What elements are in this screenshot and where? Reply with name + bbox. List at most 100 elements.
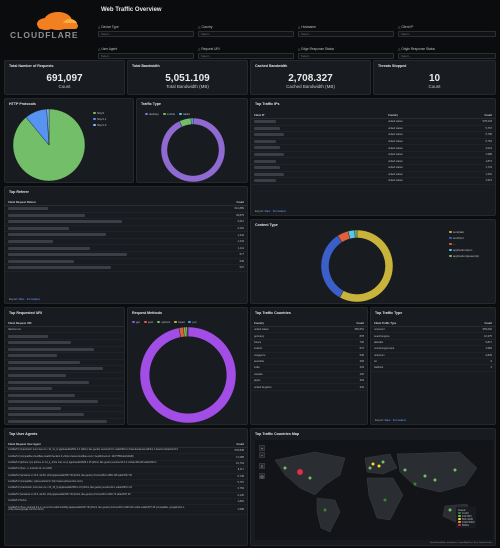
table-row[interactable] [5,418,124,424]
legend-item[interactable]: head [174,320,184,324]
map-marker[interactable] [368,466,372,470]
table-row[interactable]: japan 394 [251,377,367,385]
col-count[interactable]: Count [337,321,367,327]
table-row[interactable]: australia 469 [251,358,367,366]
table-row[interactable] [5,378,124,386]
table-row[interactable] [5,332,124,340]
filter-country-select[interactable]: Select... [198,31,294,37]
table-row[interactable]: badhost 3 [371,364,495,372]
table-row[interactable] [5,372,124,380]
map-marker[interactable] [453,468,457,472]
filter-origin-status-select[interactable]: Select... [398,53,496,59]
map-marker[interactable] [323,508,327,512]
table-row[interactable] [5,339,124,347]
col-user-agent[interactable]: Client Request User Agent [5,442,221,448]
slice-tablet[interactable] [190,117,194,125]
table-row[interactable]: mozilla/5.0 (macintosh; intel mac os x 1… [5,485,247,493]
table-row[interactable]: mozilla/5.0 (linux; u; android 12; sm-t2… [5,466,247,474]
slice-desktop[interactable] [160,117,226,182]
table-row[interactable]: united states 1,731 [251,164,495,172]
table-row[interactable]: mozilla/5.0 (compatible;cloudflare-healt… [5,453,247,461]
table-row[interactable]: united states 1,514 [251,177,495,185]
map-marker[interactable] [433,478,437,482]
legend-item[interactable]: mobile [162,112,175,116]
legend-item[interactable]: tablet [179,112,190,116]
filter-client-ip-select[interactable]: Select... [398,31,496,37]
legend-item[interactable]: http/1.0 [93,123,106,127]
filter-user-agent-select[interactable]: Select... [98,53,194,59]
table-row[interactable]: united states 578,233 [251,118,495,126]
table-row[interactable]: united states 1,989 [251,151,495,159]
legend-item[interactable]: text/html [449,236,479,240]
table-row[interactable]: germany 878 [251,332,367,340]
table-row[interactable]: 2,612 [5,218,247,226]
map-marker[interactable] [308,476,312,480]
table-row[interactable]: mozilla/5.0 (iphone; cpu iphone os 14_4_… [5,460,247,468]
table-row[interactable]: mozilla/5.0 (macintosh; intel mac os x 1… [5,447,247,455]
filter-request-uri-select[interactable]: Select... [198,53,294,59]
layers-icon[interactable]: ≡ [259,463,265,469]
table-row[interactable] [5,359,124,367]
table-row[interactable] [5,411,124,419]
table-row[interactable]: tor 9 [371,358,495,366]
map-marker[interactable] [403,468,407,472]
table-row[interactable]: mozilla/5.0 firefox 1,862 [5,498,247,506]
table-row[interactable] [5,391,124,399]
filter-device-type-select[interactable]: Select... [98,31,194,37]
table-row[interactable]: 1,443 [5,238,247,246]
export-formatted-link[interactable]: Formatted [26,297,40,301]
slice-put[interactable] [187,326,189,337]
col-count[interactable]: Count [465,113,495,119]
table-row[interactable] [5,346,124,354]
col-country[interactable]: Country [385,113,465,119]
table-row[interactable]: canada 426 [251,371,367,379]
col-client-ip[interactable]: Client IP [251,113,385,119]
table-row[interactable]: united states 5,795 [251,131,495,139]
legend-item[interactable]: http/2 [93,111,106,115]
table-row[interactable]: united kingdom 332 [251,383,367,391]
map-marker[interactable] [381,460,385,464]
slice-http-1-0[interactable] [46,108,50,146]
legend-item[interactable]: desktop [145,112,159,116]
table-row[interactable]: /favicon.ico [5,326,124,334]
table-row[interactable]: india 433 [251,364,367,372]
map-marker[interactable] [371,462,375,466]
export-raw-link[interactable]: Raw [264,209,271,213]
table-row[interactable]: united states 1,874 [251,157,495,165]
map-marker[interactable] [423,474,427,478]
export-formatted-link[interactable]: Formatted [392,418,406,422]
table-row[interactable]: monitoringservice 4,984 [371,345,495,353]
table-row[interactable]: united states 682,651 [251,326,367,334]
zoom-out-button[interactable]: − [259,452,265,458]
legend-item[interactable]: -- [449,242,479,246]
table-row[interactable]: france 792 [251,339,367,347]
table-row[interactable]: united states 1,491 [251,171,495,179]
table-row[interactable]: searchengine 10,375 [371,332,495,340]
map-marker[interactable] [297,469,303,475]
export-raw-link[interactable]: Raw [18,297,25,301]
table-row[interactable]: united states 5,763 [251,138,495,146]
table-row[interactable]: ireland 572 [251,345,367,353]
table-row[interactable]: singapore 528 [251,352,367,359]
table-row[interactable]: 1,444 [5,231,247,239]
legend-item[interactable]: text/plain [449,230,479,234]
table-row[interactable]: mozilla/5.0 (linux; android 6.0.1; nexus… [5,504,247,515]
table-row[interactable] [5,365,124,373]
map-marker[interactable] [413,482,417,486]
export-formatted-link[interactable]: Formatted [272,209,286,213]
map-marker[interactable] [383,498,387,502]
slice-get[interactable] [139,326,237,424]
legend-item[interactable]: options [157,320,170,324]
map-marker[interactable] [448,508,452,512]
map-marker[interactable] [377,464,381,468]
legend-item[interactable]: put [188,320,196,324]
col-referer[interactable]: Client Request Referer [5,200,217,206]
table-row[interactable] [5,385,124,393]
locate-icon[interactable]: ◎ [259,473,265,479]
slice-application-javascript[interactable] [354,229,358,239]
zoom-in-button[interactable]: + [259,445,265,451]
map-marker[interactable] [283,466,287,470]
table-row[interactable]: 577 [5,251,247,259]
filter-edge-status-select[interactable]: Select... [298,53,394,59]
legend-item[interactable]: get [132,320,140,324]
